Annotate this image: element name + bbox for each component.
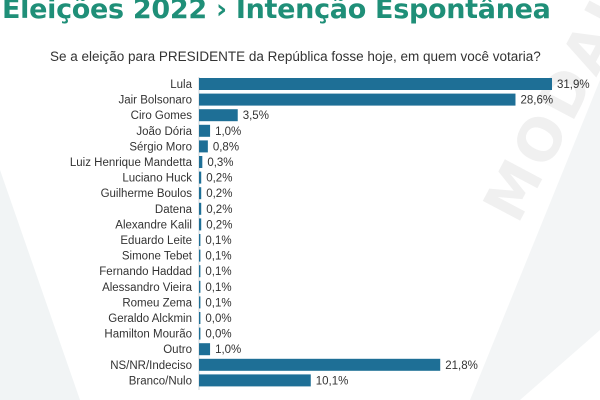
value-label: 21,8% <box>445 360 478 372</box>
value-label: 0,2% <box>206 173 232 185</box>
category-label: Datena <box>155 204 193 216</box>
value-label: 3,5% <box>243 110 269 122</box>
value-label: 1,0% <box>215 126 241 138</box>
value-label: 0,1% <box>205 251 231 263</box>
category-label: Alessandro Vieira <box>102 282 193 294</box>
value-label: 0,1% <box>205 266 231 278</box>
bar <box>199 140 208 153</box>
page-title: Eleições 2022 › Intenção Espontânea <box>2 0 551 25</box>
category-label: Alexandre Kalil <box>115 219 192 231</box>
value-label: 0,2% <box>206 219 232 231</box>
bar <box>199 78 552 90</box>
value-label: 0,8% <box>213 141 239 153</box>
value-label: 0,0% <box>205 329 231 341</box>
category-label: Geraldo Alckmin <box>108 313 192 325</box>
bar <box>199 187 202 200</box>
value-label: 10,1% <box>316 375 349 387</box>
bar <box>199 171 202 184</box>
value-label: 1,0% <box>215 344 241 356</box>
value-label: 0,1% <box>205 297 231 309</box>
category-label: Outro <box>163 344 192 356</box>
bar <box>199 343 211 356</box>
value-label: 0,3% <box>207 157 233 169</box>
bar <box>199 296 201 309</box>
value-label: 0,1% <box>205 235 231 247</box>
bar <box>199 109 238 122</box>
category-label: Branco/Nulo <box>129 375 192 387</box>
value-label: 0,2% <box>206 204 232 216</box>
value-label: 0,2% <box>206 188 232 200</box>
category-label: Simone Tebet <box>122 251 193 263</box>
bar <box>199 265 201 278</box>
bar <box>199 218 202 231</box>
category-label: NS/NR/Indeciso <box>110 360 192 372</box>
bar <box>199 280 201 293</box>
category-label: Eduardo Leite <box>120 235 192 247</box>
category-label: João Dória <box>136 126 192 138</box>
category-label: Jair Bolsonaro <box>118 95 192 107</box>
category-label: Fernando Haddad <box>99 266 192 278</box>
bar <box>199 202 202 215</box>
bar <box>199 312 201 324</box>
bar <box>199 93 516 106</box>
bar <box>199 374 311 387</box>
value-label: 0,0% <box>205 313 231 325</box>
category-label: Hamilton Mourão <box>104 329 192 341</box>
category-label: Ciro Gomes <box>131 110 193 122</box>
bar <box>199 358 441 371</box>
bar <box>199 234 201 246</box>
category-label: Sérgio Moro <box>129 141 192 153</box>
value-label: 28,6% <box>520 95 553 107</box>
survey-question: Se a eleição para PRESIDENTE da Repúblic… <box>50 49 541 64</box>
bar <box>199 124 211 137</box>
bar <box>199 249 201 262</box>
value-label: 31,9% <box>557 79 590 91</box>
category-label: Luiz Henrique Mandetta <box>70 157 193 169</box>
bar <box>199 327 201 340</box>
category-label: Luciano Huck <box>122 173 192 185</box>
bar <box>199 156 203 168</box>
value-label: 0,1% <box>205 282 231 294</box>
category-label: Guilherme Boulos <box>101 188 193 200</box>
category-label: Romeu Zema <box>122 297 192 309</box>
category-label: Lula <box>170 79 192 91</box>
